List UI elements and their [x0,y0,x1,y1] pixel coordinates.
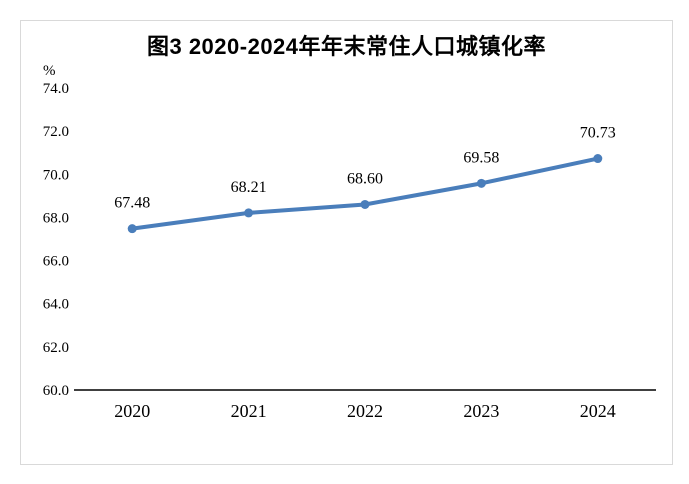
y-tick-label: 70.0 [43,167,69,183]
chart-frame: 图3 2020-2024年年末常住人口城镇化率 % 60.0 62.0 64.0 66… [20,20,673,465]
x-axis-label: 2020 [114,401,150,421]
data-point-label: 68.60 [347,170,383,187]
data-point-label: 69.58 [463,149,499,166]
y-tick-label: 66.0 [43,254,69,270]
y-tick-label: 62.0 [43,340,69,356]
data-point-label: 68.21 [231,179,267,196]
x-axis-label: 2021 [231,401,267,421]
x-axis-label: 2022 [347,401,383,421]
chart-title: 图3 2020-2024年年末常住人口城镇化率 [146,34,547,59]
data-point-marker [244,208,254,218]
data-point-label: 67.48 [114,195,150,212]
y-axis-unit-label: % [43,63,56,79]
line-chart-plot: 60.0 62.0 64.0 66.0 68.0 70.0 72.0 74.0 2020 2021… [43,81,656,421]
y-tick-label: 64.0 [43,297,69,313]
data-point-marker [476,178,486,188]
y-tick-label: 74.0 [43,81,69,97]
y-tick-label: 60.0 [43,383,69,399]
data-point-marker [360,199,370,209]
series-line [130,156,600,231]
data-point-label: 70.73 [580,125,616,142]
data-point-marker [127,224,137,234]
x-axis-label: 2023 [463,401,499,421]
data-point-marker [593,154,603,164]
y-tick-label: 68.0 [43,210,69,226]
x-axis-label: 2024 [580,401,616,421]
y-tick-label: 72.0 [43,124,69,140]
